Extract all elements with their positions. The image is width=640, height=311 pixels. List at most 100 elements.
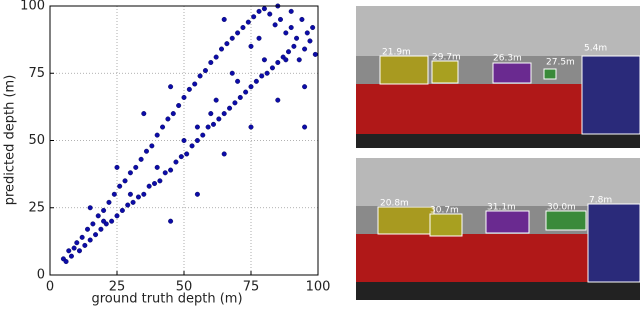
- plot-frame: [49, 5, 319, 276]
- point: [154, 164, 160, 170]
- point: [82, 242, 88, 248]
- point: [125, 202, 131, 208]
- depth-label: 31.1m: [487, 203, 516, 213]
- point: [101, 207, 107, 213]
- point: [283, 57, 289, 63]
- point: [208, 59, 214, 65]
- point: [310, 25, 316, 31]
- point: [216, 116, 222, 122]
- point: [114, 213, 120, 219]
- point: [232, 100, 238, 106]
- point: [213, 97, 219, 103]
- depth-label: 26.3m: [493, 54, 522, 64]
- depth-label: 30.0m: [547, 203, 576, 213]
- point: [302, 124, 308, 130]
- point: [168, 218, 174, 224]
- y-tick-label: 75: [28, 66, 45, 81]
- depth-label: 5.4m: [584, 44, 607, 54]
- point: [296, 57, 302, 63]
- point: [248, 84, 254, 90]
- point: [269, 65, 275, 71]
- point: [117, 183, 123, 189]
- point: [208, 111, 214, 117]
- point: [221, 111, 227, 117]
- point: [146, 183, 152, 189]
- point: [143, 148, 149, 154]
- point: [95, 213, 101, 219]
- point: [101, 218, 107, 224]
- point: [133, 164, 139, 170]
- point: [90, 221, 96, 227]
- point: [63, 259, 69, 265]
- point: [229, 35, 235, 41]
- point: [259, 73, 265, 79]
- point: [93, 232, 99, 238]
- point: [168, 167, 174, 173]
- point: [267, 11, 273, 17]
- point: [275, 59, 281, 65]
- point: [152, 181, 158, 187]
- point: [127, 170, 133, 176]
- point: [119, 207, 125, 213]
- depth-label: 29.7m: [432, 53, 461, 63]
- point: [181, 94, 187, 100]
- point: [138, 156, 144, 162]
- y-axis-label: predicted depth (m): [3, 75, 18, 206]
- point: [221, 151, 227, 157]
- point: [194, 191, 200, 197]
- point: [302, 46, 308, 52]
- y-tick-label: 50: [28, 133, 45, 148]
- point: [253, 78, 259, 84]
- point: [210, 121, 216, 127]
- point: [186, 86, 192, 92]
- point: [74, 240, 80, 246]
- point: [248, 124, 254, 130]
- point: [213, 54, 219, 60]
- point: [288, 25, 294, 31]
- point: [135, 194, 141, 200]
- point: [66, 248, 72, 254]
- depth-label: 30.7m: [430, 206, 459, 216]
- point: [256, 8, 262, 14]
- point: [168, 84, 174, 90]
- point: [170, 111, 176, 117]
- point: [98, 226, 104, 232]
- point: [165, 116, 171, 122]
- depth-label: 21.9m: [382, 48, 411, 58]
- point: [261, 6, 267, 12]
- point: [160, 124, 166, 130]
- point: [219, 46, 225, 52]
- point: [256, 35, 262, 41]
- point: [141, 191, 147, 197]
- point: [229, 70, 235, 76]
- point: [189, 143, 195, 149]
- point: [248, 43, 254, 49]
- x-tick-label: 100: [306, 280, 331, 295]
- point: [154, 132, 160, 138]
- point: [307, 38, 313, 44]
- depth-label: 27.5m: [546, 58, 575, 68]
- point: [202, 68, 208, 74]
- point: [141, 111, 147, 117]
- point: [85, 226, 91, 232]
- point: [224, 41, 230, 47]
- point: [291, 43, 297, 49]
- point: [79, 234, 85, 240]
- point: [275, 97, 281, 103]
- y-tick-label: 100: [20, 0, 45, 14]
- point: [243, 89, 249, 95]
- point: [162, 170, 168, 176]
- x-tick-label: 25: [109, 280, 126, 295]
- image-top: 21.9m 29.7m 26.3m 27.5m 5.4m: [356, 6, 640, 148]
- point: [200, 132, 206, 138]
- point: [194, 124, 200, 130]
- point: [288, 8, 294, 14]
- point: [157, 178, 163, 184]
- point: [184, 151, 190, 157]
- x-tick-label: 75: [243, 280, 260, 295]
- point: [312, 51, 318, 57]
- point: [71, 245, 77, 251]
- point: [251, 14, 257, 20]
- depth-label: 20.8m: [380, 199, 409, 209]
- point: [227, 105, 233, 111]
